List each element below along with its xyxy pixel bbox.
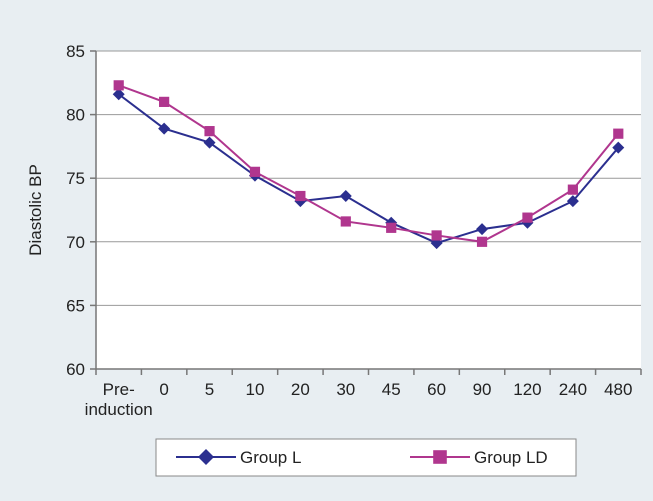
data-point-0-2: [203, 136, 216, 149]
data-point-1-9: [522, 212, 533, 223]
data-point-1-1: [159, 96, 170, 107]
legend-marker-0: [198, 449, 214, 465]
data-point-0-0: [112, 88, 125, 101]
data-point-0-11: [612, 141, 625, 154]
data-point-1-4: [295, 190, 306, 202]
y-tick-label: 60: [66, 360, 85, 379]
x-tick-label: 480: [604, 380, 632, 399]
data-point-1-7: [431, 230, 442, 241]
data-point-1-5: [340, 216, 351, 227]
data-point-1-3: [249, 166, 261, 177]
y-axis-title: Diastolic BP: [26, 164, 45, 256]
data-point-0-5: [339, 190, 352, 203]
x-tick-label: 10: [245, 380, 264, 399]
data-point-1-11: [613, 128, 624, 139]
legend-label-0: Group L: [240, 448, 301, 467]
legend-marker-1: [433, 450, 447, 464]
data-point-0-1: [158, 122, 171, 135]
data-point-1-8: [476, 236, 488, 247]
x-axis-ticks: Pre-induction 0 5 10 20 30 45 60 90 120 240 480: [85, 369, 642, 419]
y-tick-label: 65: [66, 296, 85, 315]
x-tick-label: Pre-induction: [85, 380, 153, 419]
series-1: [113, 80, 624, 247]
x-tick-label: 0: [159, 380, 168, 399]
legend-entry-1: Group LD: [410, 448, 548, 467]
data-point-0-10: [566, 195, 579, 208]
gridlines: [96, 50, 641, 306]
series-group: [112, 80, 625, 250]
y-tick-label: 80: [66, 106, 85, 125]
legend-label-1: Group LD: [474, 448, 548, 467]
y-tick-label: 70: [66, 233, 85, 252]
x-tick-label: 60: [427, 380, 446, 399]
x-tick-label: 240: [559, 380, 587, 399]
data-point-1-2: [204, 126, 215, 137]
series-line-1: [118, 84, 620, 243]
series-line-0: [118, 93, 620, 245]
data-point-0-8: [476, 223, 489, 236]
x-tick-label: 120: [513, 380, 541, 399]
y-axis-ticks: 60 65 70 75 80 85: [66, 42, 96, 379]
data-point-1-10: [567, 184, 578, 195]
x-tick-label: 20: [291, 380, 310, 399]
x-tick-label: 30: [336, 380, 355, 399]
legend: Group L Group LD: [176, 448, 548, 467]
x-tick-label: 45: [382, 380, 401, 399]
y-tick-label: 85: [66, 42, 85, 61]
legend-entry-0: Group L: [176, 448, 301, 467]
x-tick-label: 5: [205, 380, 214, 399]
x-tick-label: 90: [473, 380, 492, 399]
y-tick-label: 75: [66, 169, 85, 188]
data-point-1-6: [386, 222, 397, 233]
data-point-1-0: [113, 80, 124, 91]
